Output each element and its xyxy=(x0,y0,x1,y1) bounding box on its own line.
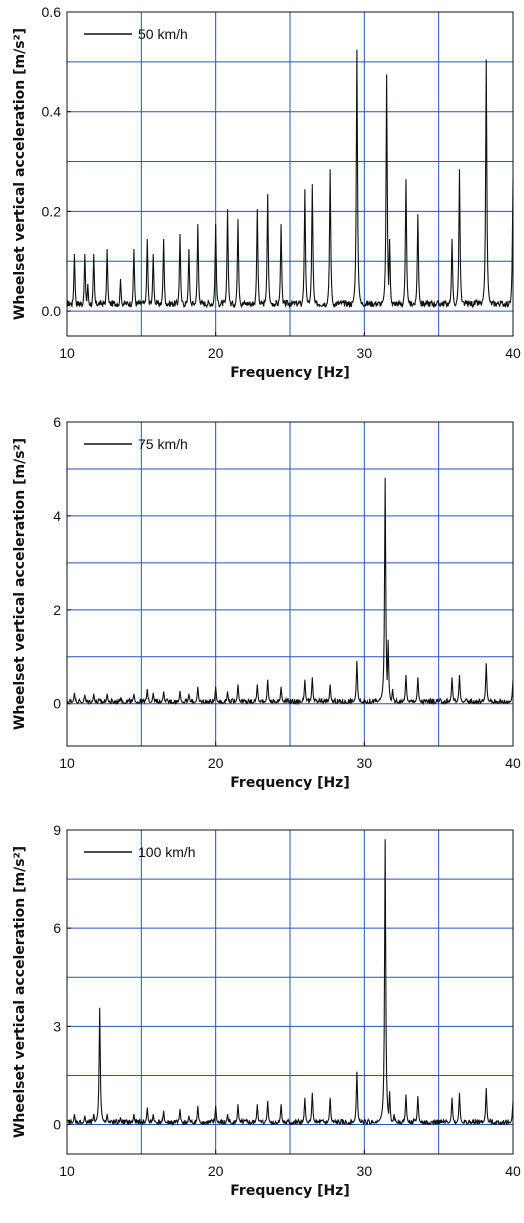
chart-panel-3: 100 km/h 0 3 6 9 10 20 30 40 Frequency [Hz] Wheels… xyxy=(0,818,524,1213)
y-tick-label: 0.0 xyxy=(42,303,62,319)
x-tick-label: 30 xyxy=(357,1163,373,1179)
y-axis-label: Wheelset vertical acceleration [m/s²] xyxy=(12,28,28,320)
legend: 100 km/h xyxy=(84,844,196,860)
y-axis-label: Wheelset vertical acceleration [m/s²] xyxy=(12,846,28,1138)
legend-entry: 100 km/h xyxy=(138,844,196,860)
x-tick-label: 10 xyxy=(59,345,75,361)
series-line-75-km-h xyxy=(66,477,514,706)
x-axis-label: Frequency [Hz] xyxy=(230,1183,349,1199)
x-tick-label: 40 xyxy=(505,1163,521,1179)
chart-panel-2: 75 km/h 0 2 4 6 10 20 30 40 Frequency [Hz] Wheelse… xyxy=(0,410,524,805)
x-tick-label: 10 xyxy=(59,1163,75,1179)
x-axis-label: Frequency [Hz] xyxy=(230,775,349,791)
chart-3-svg: 100 km/h 0 3 6 9 10 20 30 40 Frequency [Hz] Wheels… xyxy=(12,822,521,1199)
y-tick-label: 6 xyxy=(53,414,61,430)
y-tick-label: 0.4 xyxy=(42,104,62,120)
y-tick-label: 4 xyxy=(53,508,61,524)
x-tick-label: 20 xyxy=(208,755,224,771)
chart-panel-1: 50 km/h 0.0 0.2 0.4 0.6 10 20 30 40 Frequency [Hz… xyxy=(0,0,524,395)
x-axis-label: Frequency [Hz] xyxy=(230,365,349,381)
legend-entry: 75 km/h xyxy=(138,436,188,452)
plot-frame xyxy=(66,829,514,1155)
plot-frame xyxy=(66,421,514,747)
y-tick-label: 0.6 xyxy=(42,4,62,20)
x-tick-label: 30 xyxy=(357,345,373,361)
x-tick-label: 30 xyxy=(357,755,373,771)
legend: 50 km/h xyxy=(84,26,188,42)
series-line-50-km-h xyxy=(66,49,514,309)
series-line-100-km-h xyxy=(66,839,514,1127)
chart-2-svg: 75 km/h 0 2 4 6 10 20 30 40 Frequency [Hz] Wheelse… xyxy=(12,414,521,791)
y-tick-label: 2 xyxy=(53,602,61,618)
chart-1-svg: 50 km/h 0.0 0.2 0.4 0.6 10 20 30 40 Frequency [Hz… xyxy=(12,4,521,381)
y-tick-label: 0 xyxy=(53,696,61,712)
x-tick-label: 40 xyxy=(505,345,521,361)
legend-entry: 50 km/h xyxy=(138,26,188,42)
y-tick-label: 0 xyxy=(53,1117,61,1133)
x-tick-label: 10 xyxy=(59,755,75,771)
x-tick-label: 40 xyxy=(505,755,521,771)
y-tick-label: 6 xyxy=(53,920,61,936)
y-tick-label: 9 xyxy=(53,822,61,838)
y-tick-label: 0.2 xyxy=(42,203,62,219)
x-tick-label: 20 xyxy=(208,1163,224,1179)
x-tick-label: 20 xyxy=(208,345,224,361)
legend: 75 km/h xyxy=(84,436,188,452)
y-axis-label: Wheelset vertical acceleration [m/s²] xyxy=(12,438,28,730)
y-tick-label: 3 xyxy=(53,1018,61,1034)
plot-frame xyxy=(66,11,514,337)
